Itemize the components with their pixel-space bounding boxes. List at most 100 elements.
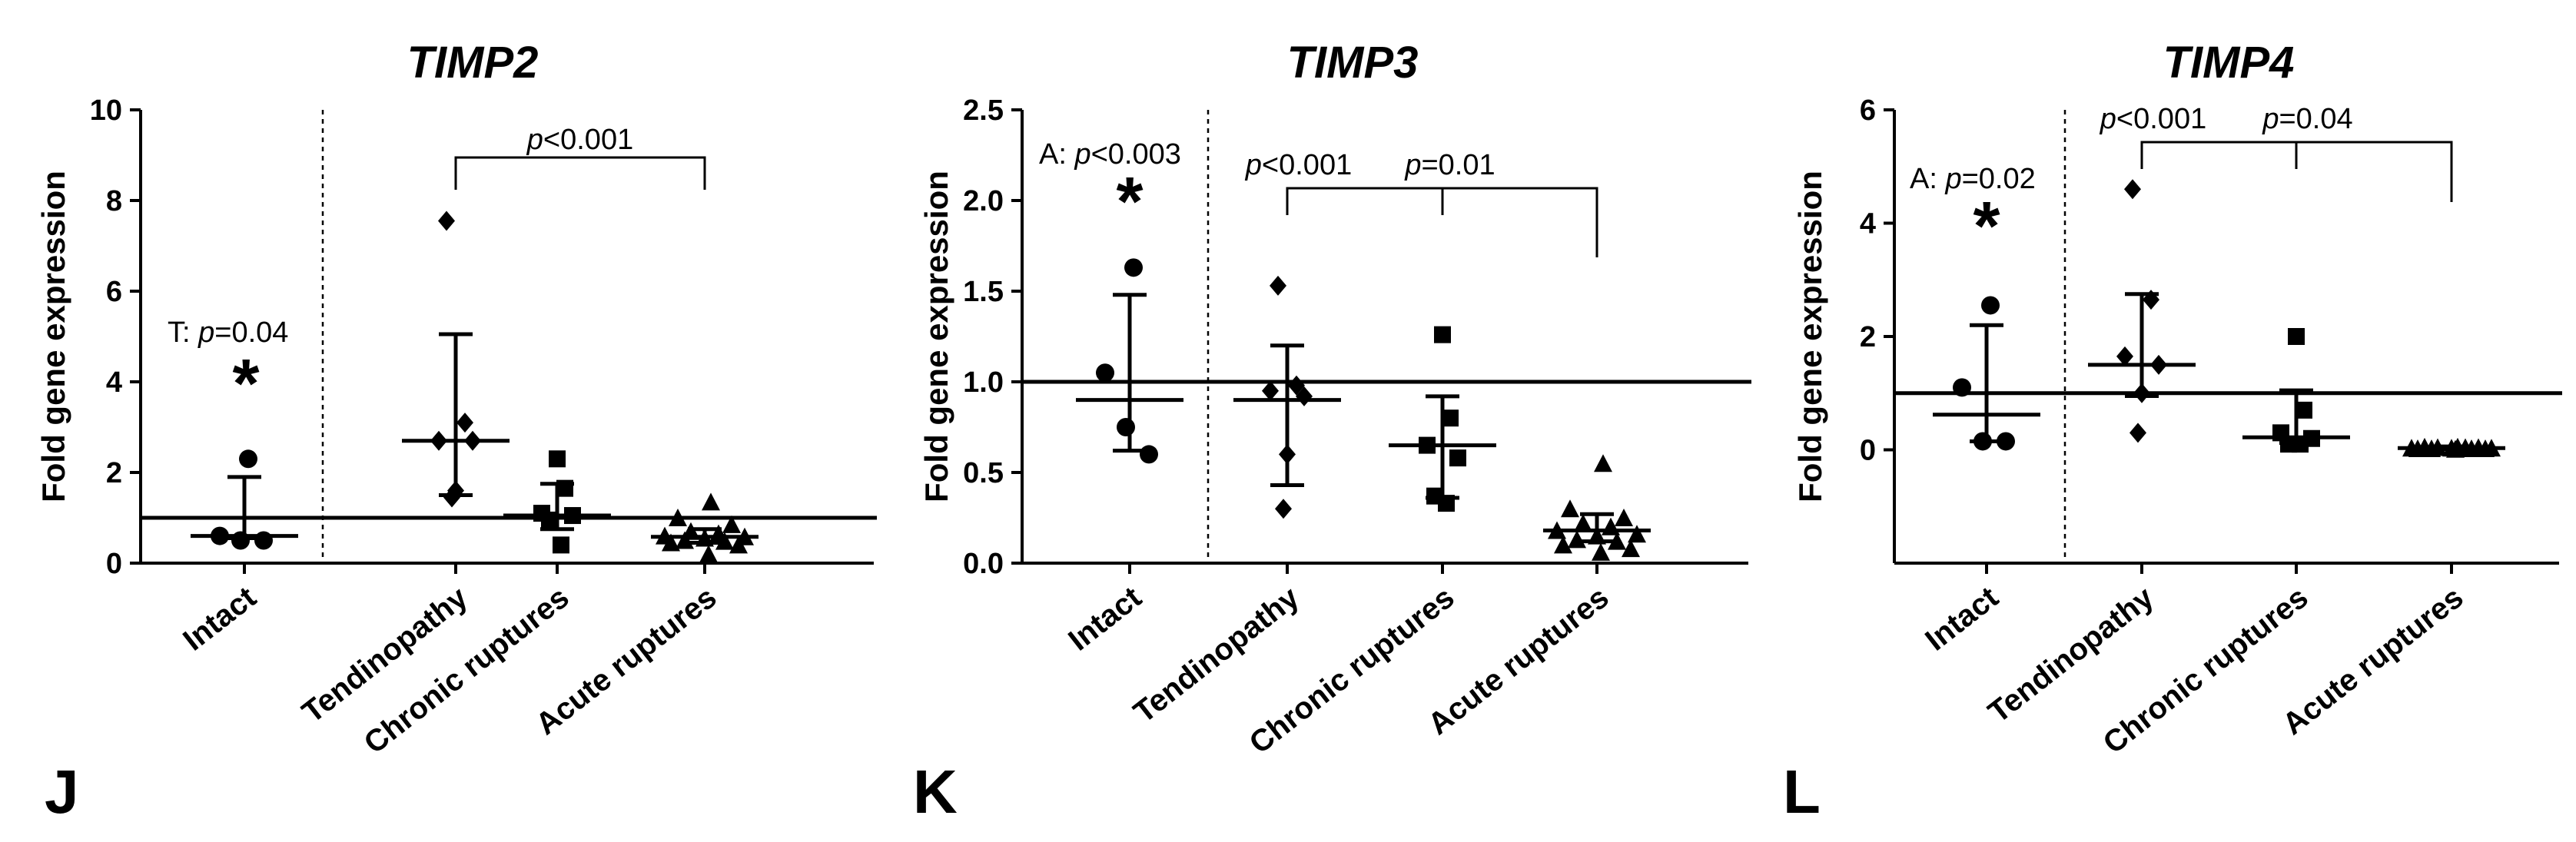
series-chronic-ruptures — [1389, 326, 1496, 512]
annotation-value: <0.003 — [1091, 138, 1181, 171]
panel-letter: L — [1783, 757, 1821, 826]
p-value-annotation: p=0.04 — [2262, 103, 2352, 135]
annotation-prefix: A: — [1039, 138, 1074, 171]
data-point — [564, 507, 581, 525]
annotation-prefix: T: — [168, 317, 198, 349]
p-value-annotation: p<0.001 — [2100, 103, 2206, 135]
y-tick-label: 0 — [106, 548, 122, 580]
p-value-annotation: A: p<0.003 — [1039, 138, 1181, 171]
data-point — [1981, 296, 2000, 315]
series-acute-ruptures — [651, 492, 759, 563]
data-point — [1608, 532, 1626, 550]
annotation-value: =0.04 — [2279, 103, 2352, 135]
y-tick-label: 10 — [90, 94, 122, 127]
data-point — [2292, 436, 2309, 453]
data-point — [464, 430, 481, 451]
data-point — [541, 511, 558, 529]
series-intact — [1076, 258, 1183, 464]
y-tick-label: 2.0 — [963, 185, 1004, 217]
data-point — [1438, 495, 1455, 512]
y-tick-label: 0.5 — [963, 457, 1004, 489]
chart-title: TIMP4 — [2163, 38, 2295, 88]
data-point — [1275, 499, 1292, 519]
y-axis-label: Fold gene expression — [918, 171, 954, 502]
annotation-p: p — [1944, 163, 1961, 195]
annotation-p: p — [526, 124, 543, 156]
significance-star: * — [1973, 188, 2000, 265]
series-tendinopathy — [402, 210, 510, 508]
data-point — [1592, 542, 1610, 561]
data-point — [669, 509, 687, 526]
data-point — [1140, 445, 1158, 464]
y-tick-label: 2 — [1860, 321, 1876, 353]
significance-star: * — [232, 346, 259, 423]
data-point — [1270, 275, 1286, 296]
data-point — [1554, 535, 1572, 554]
chart-title: TIMP2 — [407, 38, 539, 88]
data-point — [1574, 514, 1592, 532]
significance-bracket — [454, 156, 706, 190]
annotation-value: =0.02 — [1962, 163, 2036, 195]
y-axis-label: Fold gene expression — [1792, 171, 1828, 502]
data-point — [239, 449, 257, 469]
data-point — [1442, 409, 1459, 427]
data-point — [1279, 444, 1296, 465]
y-axis-label: Fold gene expression — [35, 171, 71, 502]
data-point — [1117, 418, 1135, 436]
series-acute-ruptures — [1543, 454, 1651, 561]
data-point — [2462, 439, 2481, 458]
category-label: Intact — [1919, 580, 2004, 657]
category-label: Intact — [1062, 580, 1147, 657]
series-intact — [191, 449, 298, 550]
annotation-value: =0.04 — [214, 317, 288, 349]
y-tick-label: 8 — [106, 185, 122, 217]
data-point — [715, 532, 734, 550]
data-point — [2476, 439, 2495, 458]
data-point — [231, 531, 250, 550]
data-point — [443, 487, 460, 508]
annotation-value: <0.001 — [1262, 149, 1352, 181]
data-point — [676, 531, 694, 549]
series-chronic-ruptures — [503, 450, 611, 554]
chart-title: TIMP3 — [1287, 38, 1419, 88]
data-point — [254, 531, 273, 550]
data-point — [729, 535, 748, 554]
data-point — [430, 430, 447, 451]
data-point — [695, 529, 714, 547]
y-tick-label: 1.5 — [963, 276, 1004, 308]
panel-letter: J — [45, 757, 79, 826]
p-value-annotation: T: p=0.04 — [168, 317, 288, 349]
data-point — [2150, 354, 2167, 375]
data-point — [1568, 530, 1586, 549]
annotation-p: p — [2262, 103, 2279, 135]
y-tick-label: 4 — [106, 366, 122, 399]
y-tick-label: 6 — [106, 276, 122, 308]
data-point — [2288, 328, 2305, 345]
data-point — [2124, 179, 2141, 200]
data-point — [1622, 539, 1640, 558]
data-point — [1434, 326, 1451, 343]
series-acute-ruptures — [2398, 437, 2505, 458]
data-point — [1262, 380, 1279, 401]
category-label: Intact — [177, 580, 262, 657]
p-value-annotation: p<0.001 — [526, 124, 633, 156]
series-intact — [1933, 296, 2040, 451]
y-tick-label: 4 — [1860, 208, 1876, 240]
series-tendinopathy — [1233, 275, 1341, 519]
data-point — [2446, 439, 2465, 458]
data-point — [1594, 454, 1612, 472]
annotation-p: p — [1404, 149, 1421, 181]
series-chronic-ruptures — [2242, 328, 2350, 453]
data-point — [702, 492, 720, 511]
data-point — [1096, 363, 1114, 383]
y-tick-label: 2.5 — [963, 94, 1004, 127]
data-point — [1124, 258, 1143, 277]
data-point — [1615, 509, 1633, 526]
annotation-p: p — [1245, 149, 1262, 181]
data-point — [1953, 378, 1971, 397]
chart-panel-j: TIMP2 J Fold gene expression 0 2 4 6 8 10 Intact T… — [35, 38, 877, 826]
category-label: Tendinopathy — [296, 580, 474, 730]
